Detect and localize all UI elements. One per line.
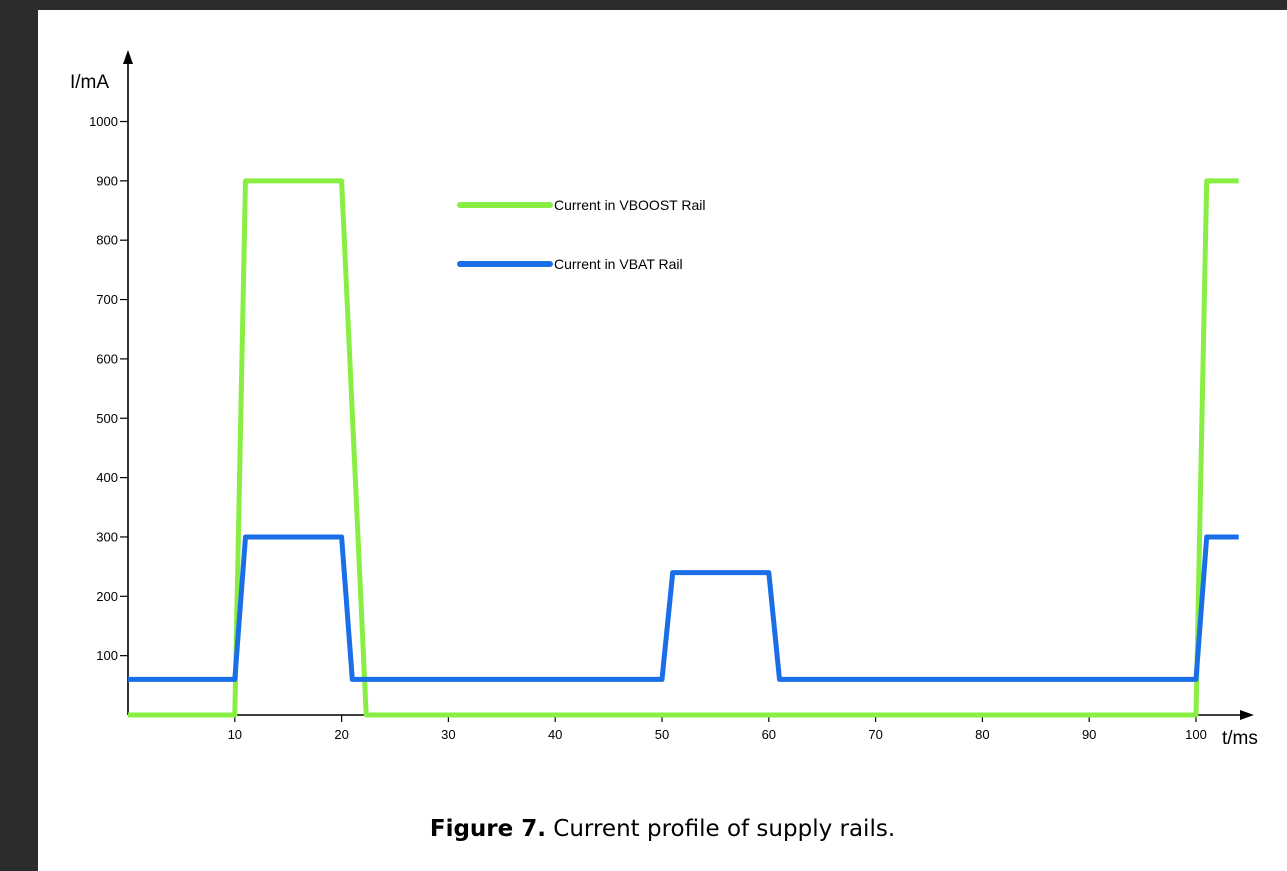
series-lines	[128, 178, 1239, 718]
y-tick-label: 100	[96, 648, 118, 663]
figure-caption: Figure 7. Current profile of supply rail…	[38, 816, 1287, 842]
y-tick-label: 600	[96, 351, 118, 366]
current-profile-chart: I/mA t/ms 10 20 30 40 50 60 70 80 90 100 100 200 300…	[70, 50, 1258, 749]
y-tick-label: 200	[96, 589, 118, 604]
x-tick-label: 50	[655, 727, 669, 742]
legend-label-vbat: Current in VBAT Rail	[554, 256, 683, 272]
y-tick-label: 700	[96, 292, 118, 307]
ticks: 10 20 30 40 50 60 70 80 90 100 100 200 300 400 500 600 7…	[89, 114, 1207, 742]
caption-text: Current profile of supply rails.	[545, 816, 896, 842]
x-tick-label: 80	[975, 727, 989, 742]
y-tick-label: 400	[96, 470, 118, 485]
x-tick-label: 40	[548, 727, 562, 742]
x-tick-label: 100	[1185, 727, 1207, 742]
y-axis-arrow	[123, 50, 133, 64]
y-axis-label: I/mA	[70, 72, 109, 93]
x-axis-arrow	[1240, 710, 1254, 720]
y-tick-label: 1000	[89, 114, 118, 129]
x-axis-label: t/ms	[1222, 728, 1258, 749]
x-tick-label: 90	[1082, 727, 1096, 742]
y-tick-label: 900	[96, 173, 118, 188]
y-tick-label: 800	[96, 233, 118, 248]
x-tick-label: 10	[228, 727, 242, 742]
x-tick-label: 70	[868, 727, 882, 742]
x-tick-label: 60	[762, 727, 776, 742]
y-tick-label: 500	[96, 411, 118, 426]
caption-label: Figure 7.	[429, 816, 546, 842]
legend: Current in VBOOST Rail Current in VBAT Ra…	[457, 197, 705, 272]
series-line-vbat	[128, 534, 1239, 682]
legend-label-vboost: Current in VBOOST Rail	[554, 197, 705, 213]
series-line-vboost	[128, 178, 1239, 718]
y-tick-label: 300	[96, 529, 118, 544]
x-tick-label: 20	[334, 727, 348, 742]
x-tick-label: 30	[441, 727, 455, 742]
figure-panel: I/mA t/ms 10 20 30 40 50 60 70 80 90 100 100 200 300…	[38, 10, 1287, 871]
